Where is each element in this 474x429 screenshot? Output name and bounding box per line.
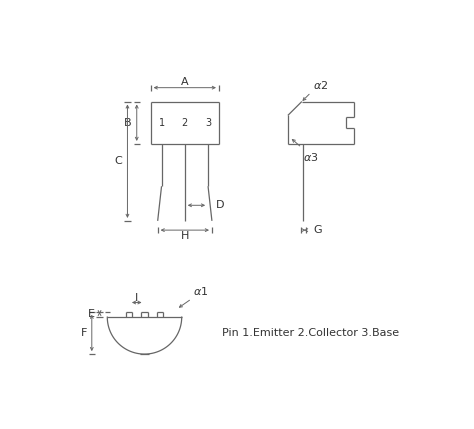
Text: 3: 3 [205,118,211,128]
Text: Pin 1.Emitter 2.Collector 3.Base: Pin 1.Emitter 2.Collector 3.Base [222,327,399,338]
Text: I: I [135,293,138,303]
Text: $\alpha$1: $\alpha$1 [193,285,209,297]
Text: A: A [181,77,189,87]
Text: C: C [114,156,122,166]
Text: 2: 2 [182,118,188,128]
Text: $\alpha$2: $\alpha$2 [313,79,328,91]
Text: E: E [88,309,95,320]
Text: D: D [216,200,224,210]
Text: B: B [124,118,131,128]
Text: H: H [181,231,189,241]
Text: F: F [81,328,87,338]
Text: 1: 1 [158,118,164,128]
Text: G: G [313,225,322,235]
Text: $\alpha$3: $\alpha$3 [303,151,319,163]
